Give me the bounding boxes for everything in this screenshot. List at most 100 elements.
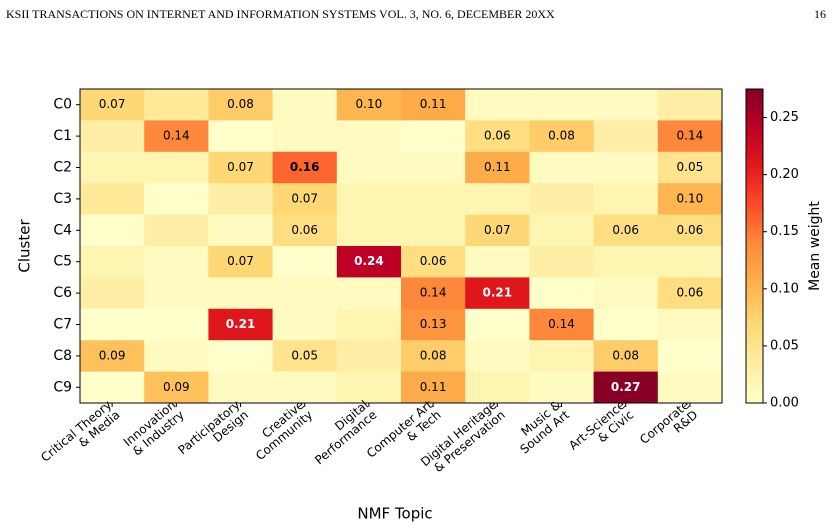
colorbar-segment — [746, 290, 763, 294]
heatmap-cell — [208, 340, 274, 373]
heatmap-cell — [336, 214, 402, 247]
colorbar-segment — [746, 345, 763, 349]
cell-label: 0.21 — [226, 317, 256, 331]
heatmap-cell — [593, 183, 659, 216]
cell-label: 0.21 — [482, 286, 512, 300]
heatmap-cell — [272, 340, 338, 373]
colorbar-segment — [746, 154, 763, 158]
colorbar-segment — [746, 316, 763, 320]
colorbar-tick-label: 0.15 — [770, 224, 799, 239]
heatmap-cell — [593, 371, 659, 404]
y-tick-label: C4 — [53, 222, 72, 238]
colorbar-tick-label: 0.05 — [770, 338, 799, 353]
colorbar-segment — [746, 180, 763, 184]
colorbar-segment — [746, 120, 763, 124]
heatmap-cell — [208, 183, 274, 216]
x-tick-label: CreativeCommunity — [244, 397, 315, 462]
heatmap-cell — [336, 371, 402, 404]
colorbar-segment — [746, 162, 763, 166]
heatmap-cell — [465, 89, 530, 121]
colorbar-segment — [746, 355, 763, 360]
colorbar-segment — [746, 374, 763, 378]
heatmap-cell — [144, 308, 209, 341]
cell-label: 0.06 — [420, 254, 447, 268]
heatmap-cell — [336, 246, 402, 278]
colorbar-segment — [746, 298, 763, 302]
cell-label: 0.07 — [291, 191, 318, 205]
cell-label: 0.24 — [354, 254, 384, 268]
heatmap-cell — [529, 214, 595, 247]
colorbar-segment — [746, 209, 763, 213]
colorbar-segment — [746, 277, 763, 281]
colorbar-segment — [746, 102, 763, 106]
heatmap-cell — [272, 120, 338, 153]
heatmap-cell — [593, 151, 659, 184]
colorbar-segment — [746, 259, 763, 263]
colorbar-segment — [746, 392, 763, 396]
heatmap-cell — [144, 89, 209, 121]
colorbar-segment — [746, 104, 763, 108]
colorbar-segment — [746, 348, 763, 352]
heatmap-cell — [144, 183, 209, 216]
heatmap-cell — [80, 246, 145, 278]
cell-label: 0.16 — [290, 160, 320, 174]
heatmap-cell — [465, 151, 530, 184]
colorbar-segment — [746, 225, 763, 229]
colorbar-segment — [746, 293, 763, 297]
cell-label: 0.07 — [227, 160, 254, 174]
page-number: 16 — [814, 7, 826, 21]
colorbar-segment — [746, 256, 763, 260]
cell-label: 0.08 — [612, 348, 639, 362]
heatmap-cell — [657, 89, 723, 121]
heatmap-cell — [657, 120, 723, 153]
heatmap-cell — [401, 308, 466, 341]
x-tick-label: ParticipatoryDesign — [175, 397, 251, 467]
heatmap-cell — [208, 120, 274, 153]
colorbar-segment — [746, 366, 763, 370]
colorbar-segment — [746, 94, 763, 98]
cell-label: 0.06 — [291, 223, 318, 237]
heatmap-cell — [272, 277, 338, 310]
colorbar-segment — [746, 311, 763, 315]
cell-label: 0.14 — [163, 129, 190, 143]
heatmap-cell — [401, 340, 466, 373]
cell-label: 0.09 — [99, 348, 126, 362]
colorbar-segment — [746, 175, 763, 179]
colorbar-tick-label: 0.20 — [770, 167, 799, 182]
heatmap-cell — [465, 277, 530, 310]
colorbar-segment — [746, 232, 763, 237]
x-tick-label: Art-Science& Civic — [566, 397, 636, 462]
y-tick-label: C7 — [53, 317, 72, 333]
colorbar-segment — [746, 170, 763, 174]
colorbar-segment — [746, 342, 763, 347]
colorbar-segment — [746, 246, 763, 250]
colorbar-segment — [746, 400, 763, 404]
colorbar-segment — [746, 280, 763, 284]
colorbar-segment — [746, 395, 763, 399]
heatmap-cell — [272, 214, 338, 247]
heatmap-cell — [144, 151, 209, 184]
colorbar-segment — [746, 130, 763, 135]
heatmap-cell — [336, 308, 402, 341]
colorbar-tick-label: 0.25 — [770, 110, 799, 125]
heatmap-cell — [272, 308, 338, 341]
colorbar-segment — [746, 138, 763, 142]
colorbar-segment — [746, 371, 763, 375]
colorbar-segment — [746, 321, 763, 326]
cell-label: 0.06 — [484, 129, 511, 143]
colorbar-segment — [746, 196, 763, 200]
heatmap-cell — [465, 120, 530, 153]
heatmap-cell — [272, 151, 338, 184]
colorbar-segment — [746, 185, 763, 190]
heatmap-cell — [657, 340, 723, 373]
heatmap-cell — [529, 246, 595, 278]
colorbar-segment — [746, 214, 763, 218]
y-tick-label: C1 — [53, 128, 72, 144]
heatmap-cell — [657, 151, 723, 184]
colorbar-segment — [746, 340, 763, 344]
colorbar-segment — [746, 358, 763, 362]
colorbar-tick-label: 0.00 — [770, 396, 799, 411]
colorbar-segment — [746, 112, 763, 116]
heatmap-cell — [529, 277, 595, 310]
